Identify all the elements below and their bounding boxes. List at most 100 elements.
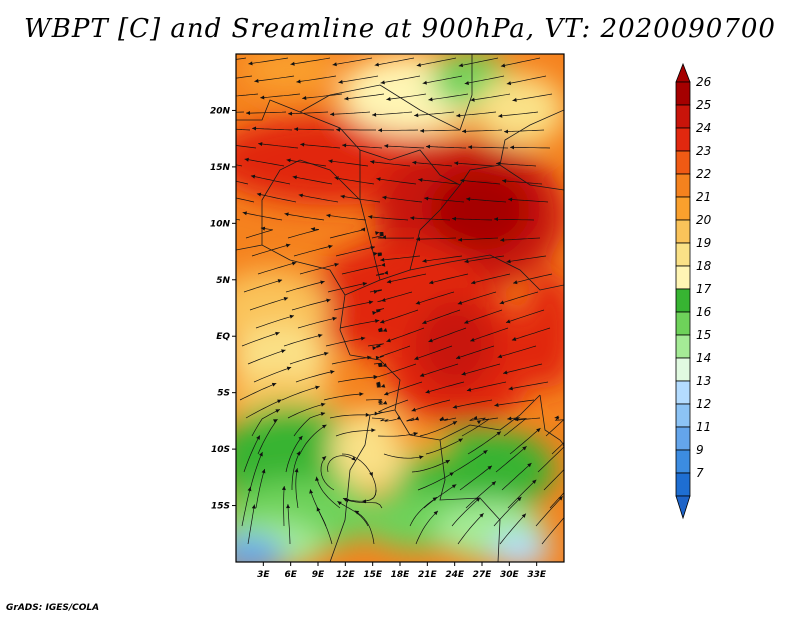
- streamline-arrow: [414, 356, 419, 360]
- streamline-arrow: [328, 244, 333, 249]
- streamline: [316, 506, 333, 545]
- streamline: [341, 453, 373, 477]
- streamline: [287, 111, 329, 115]
- streamline: [454, 162, 495, 167]
- streamline: [249, 297, 289, 311]
- streamline: [328, 160, 369, 167]
- streamline-arrow: [410, 216, 415, 221]
- streamline-arrow: [322, 424, 327, 429]
- streamline: [460, 179, 501, 185]
- streamline-arrow: [315, 385, 320, 390]
- streamline: [287, 403, 326, 419]
- streamline: [245, 399, 282, 419]
- streamline: [295, 468, 299, 509]
- streamline: [414, 111, 455, 116]
- latitude-axis: 20N 15N 10N 5N EQ 5S 10S 15S: [210, 106, 236, 512]
- streamline-arrow: [370, 159, 375, 164]
- colorbar-box: [675, 380, 691, 405]
- streamline: [467, 146, 509, 149]
- streamline: [377, 432, 418, 437]
- streamline-arrow: [494, 402, 499, 407]
- streamline: [384, 145, 425, 149]
- streamline-arrow: [258, 142, 263, 147]
- streamline: [461, 363, 501, 376]
- streamline-arrow: [496, 431, 501, 436]
- streamline-arrow: [320, 412, 326, 416]
- streamline-arrow: [415, 300, 421, 305]
- streamline: [292, 176, 333, 185]
- streamline: [425, 438, 463, 455]
- streamline-arrow: [451, 484, 457, 489]
- streamline-arrow: [256, 435, 260, 440]
- streamline-arrow: [271, 382, 277, 387]
- streamline-arrow: [281, 486, 286, 491]
- colorbar-label: 7: [696, 466, 704, 480]
- streamline-arrow: [371, 428, 376, 433]
- streamline-arrow: [374, 62, 379, 67]
- streamline-arrow: [326, 213, 331, 218]
- streamline: [368, 216, 409, 221]
- streamline: [386, 273, 427, 283]
- streamline-arrow: [378, 128, 383, 133]
- streamline-arrow: [458, 438, 463, 443]
- streamline-arrow: [419, 373, 425, 377]
- colorbar-label: 16: [696, 305, 712, 319]
- streamline-arrow: [514, 417, 519, 422]
- colorbar-box: [675, 403, 691, 428]
- streamline-arrow: [554, 415, 559, 420]
- streamline: [374, 57, 415, 66]
- streamline-arrow: [386, 279, 392, 284]
- streamline-arrow: [336, 127, 341, 132]
- streamline-arrow: [300, 142, 305, 147]
- streamline: [419, 420, 458, 437]
- streamline: [371, 417, 397, 422]
- streamline: [494, 399, 535, 406]
- streamline-arrow: [291, 261, 297, 266]
- colorbar-label: 20: [696, 213, 712, 227]
- streamline-arrow: [491, 481, 496, 486]
- streamline: [333, 301, 374, 311]
- streamline: [293, 128, 335, 131]
- streamline-arrow: [380, 80, 385, 85]
- streamline: [239, 382, 277, 401]
- streamline: [414, 345, 453, 360]
- streamline-arrow: [413, 432, 418, 436]
- streamline-arrow: [386, 338, 391, 343]
- streamline-arrow: [452, 404, 458, 409]
- streamline: [498, 111, 539, 117]
- lon-tick-label: 24E: [445, 570, 465, 580]
- streamline-arrow: [527, 463, 532, 468]
- streamline: [415, 510, 439, 545]
- streamline-arrow: [479, 513, 484, 518]
- streamline-arrow: [512, 97, 517, 102]
- streamline-arrow: [372, 346, 377, 351]
- colorbar-box: [675, 242, 691, 267]
- streamline: [298, 194, 339, 203]
- streamline: [330, 111, 371, 115]
- streamline-arrow: [521, 513, 526, 518]
- streamline: [236, 128, 251, 131]
- streamline: [458, 57, 499, 67]
- streamline-arrow: [382, 195, 387, 200]
- streamline: [461, 418, 490, 437]
- streamline-arrow: [275, 409, 280, 413]
- streamline-arrow: [256, 192, 262, 197]
- streamline-arrow: [314, 476, 319, 481]
- streamline: [257, 418, 278, 455]
- streamline: [503, 129, 545, 133]
- streamline: [513, 273, 553, 284]
- streamline: [506, 75, 547, 85]
- colorbar-label: 18: [696, 259, 712, 273]
- streamline-arrow: [449, 472, 454, 477]
- streamline: [493, 218, 535, 221]
- streamline: [260, 93, 301, 99]
- streamline-arrow: [361, 227, 366, 232]
- streamline: [420, 129, 461, 132]
- streamline-arrow: [372, 311, 377, 315]
- streamline: [243, 279, 283, 293]
- streamline-arrow: [247, 486, 252, 492]
- streamline: [496, 163, 537, 167]
- streamline: [495, 446, 527, 473]
- streamline-arrow: [457, 300, 463, 305]
